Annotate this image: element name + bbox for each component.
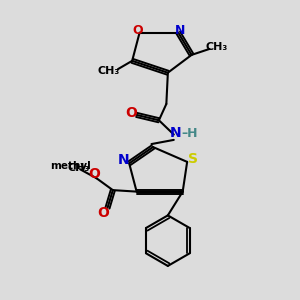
Text: O: O [88, 167, 100, 181]
Text: CH₃: CH₃ [68, 163, 90, 173]
Text: S: S [188, 152, 197, 166]
Text: N: N [118, 153, 130, 167]
Text: –H: –H [182, 127, 198, 140]
Text: O: O [125, 106, 137, 120]
Text: O: O [133, 24, 143, 37]
Text: methyl: methyl [50, 161, 91, 171]
Text: N: N [169, 126, 181, 140]
Text: CH₃: CH₃ [206, 43, 228, 52]
Text: CH₃: CH₃ [97, 66, 119, 76]
Text: O: O [97, 206, 109, 220]
Text: N: N [175, 24, 185, 37]
